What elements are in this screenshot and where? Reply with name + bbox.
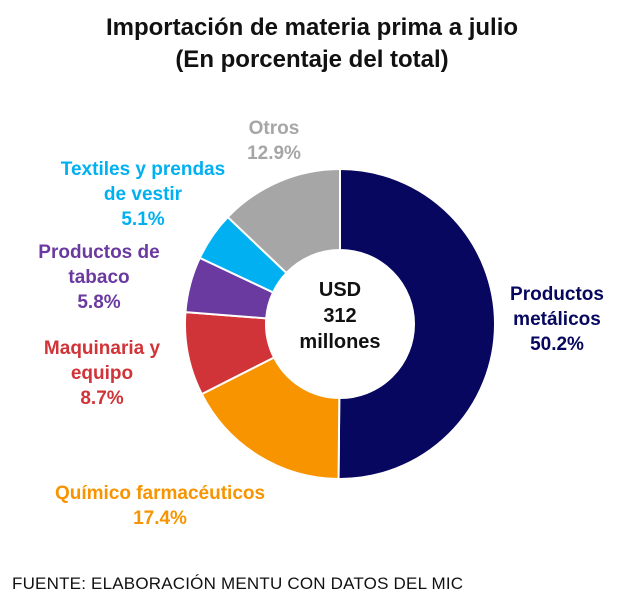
slice-label-name: Químico farmacéuticos (54, 483, 266, 504)
slice-label-name: de vestir (103, 184, 183, 205)
slice-label-name: metálicos (513, 309, 601, 330)
slice-label-value: 12.9% (247, 143, 301, 164)
slice-label-value: 8.7% (80, 388, 124, 409)
slice-label-name: Otros (248, 118, 300, 139)
chart-title: Importación de materia prima a julio (105, 14, 519, 41)
slice-label-value: 5.1% (121, 209, 165, 230)
slice-label-name: Textiles y prendas (60, 159, 226, 180)
donut-center-label: USD 312 millones (290, 277, 390, 355)
slice-label: Otros 12.9% (124, 116, 424, 166)
slice-label: Maquinaria y equipo 8.7% (0, 336, 252, 411)
source-note: FUENTE: ELABORACIÓN MENTU CON DATOS DEL … (12, 574, 464, 593)
slice-label-name: Productos (510, 284, 604, 305)
chart-subtitle: (En porcentaje del total) (175, 46, 449, 73)
center-currency: USD (318, 279, 362, 301)
slice-otros (226, 167, 341, 275)
slice-label: Productos de tabaco 5.8% (0, 240, 249, 315)
slice-productos-metálicos (337, 167, 497, 480)
slice-label-value: 5.8% (77, 292, 121, 313)
slice-label-name: Productos de (38, 242, 160, 263)
center-unit: millones (299, 331, 381, 353)
slice-label: Químico farmacéuticos 17.4% (10, 481, 310, 531)
slice-label-name: equipo (70, 363, 134, 384)
slice-label-name: tabaco (68, 267, 130, 288)
slice-label-name: Maquinaria y (43, 338, 161, 359)
slice-label: Productos metálicos 50.2% (407, 282, 624, 357)
slice-label-value: 50.2% (530, 334, 584, 355)
slice-químico-farmacéuticos (200, 356, 341, 481)
center-amount: 312 (323, 305, 357, 327)
slice-label-value: 17.4% (133, 508, 187, 529)
slice-label: Textiles y prendas de vestir 5.1% (0, 157, 293, 232)
